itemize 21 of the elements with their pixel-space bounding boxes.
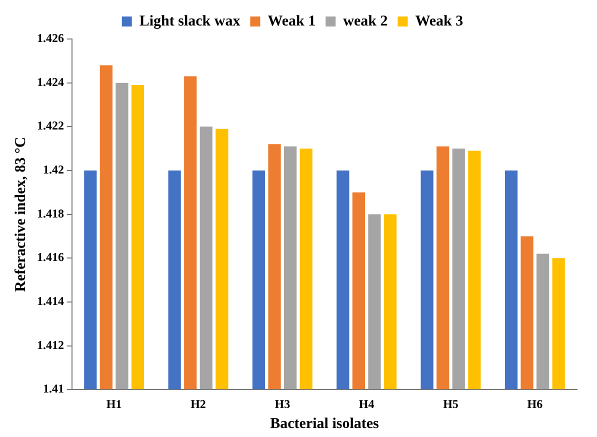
x-tick-label: H2	[190, 396, 206, 411]
x-tick-label: H3	[274, 396, 290, 411]
x-tick-label: H5	[443, 396, 458, 411]
x-axis-title: Bacterial isolates	[270, 416, 380, 432]
y-tick-label: 1.414	[37, 294, 64, 308]
x-tick-label: H4	[358, 396, 374, 411]
legend-label: Light slack wax	[139, 13, 241, 30]
y-tick-label: 1.426	[37, 31, 64, 46]
y-tick-label: 1.42	[43, 162, 64, 177]
y-tick-label: 1.422	[37, 118, 64, 133]
y-axis-title: Referactive index, 83 °C	[12, 136, 29, 292]
y-tick-label: 1.424	[37, 74, 64, 89]
legend-label: Weak 3	[415, 13, 464, 30]
y-tick-label: 1.416	[37, 250, 64, 264]
y-tick-label: 1.418	[37, 206, 64, 220]
y-tick-label: 1.41	[43, 382, 64, 396]
legend-label: weak 2	[343, 13, 388, 30]
x-tick-label: H1	[106, 396, 122, 411]
legend-label: Weak 1	[268, 13, 316, 30]
x-tick-label: H6	[527, 396, 543, 411]
y-tick-label: 1.412	[37, 338, 64, 352]
